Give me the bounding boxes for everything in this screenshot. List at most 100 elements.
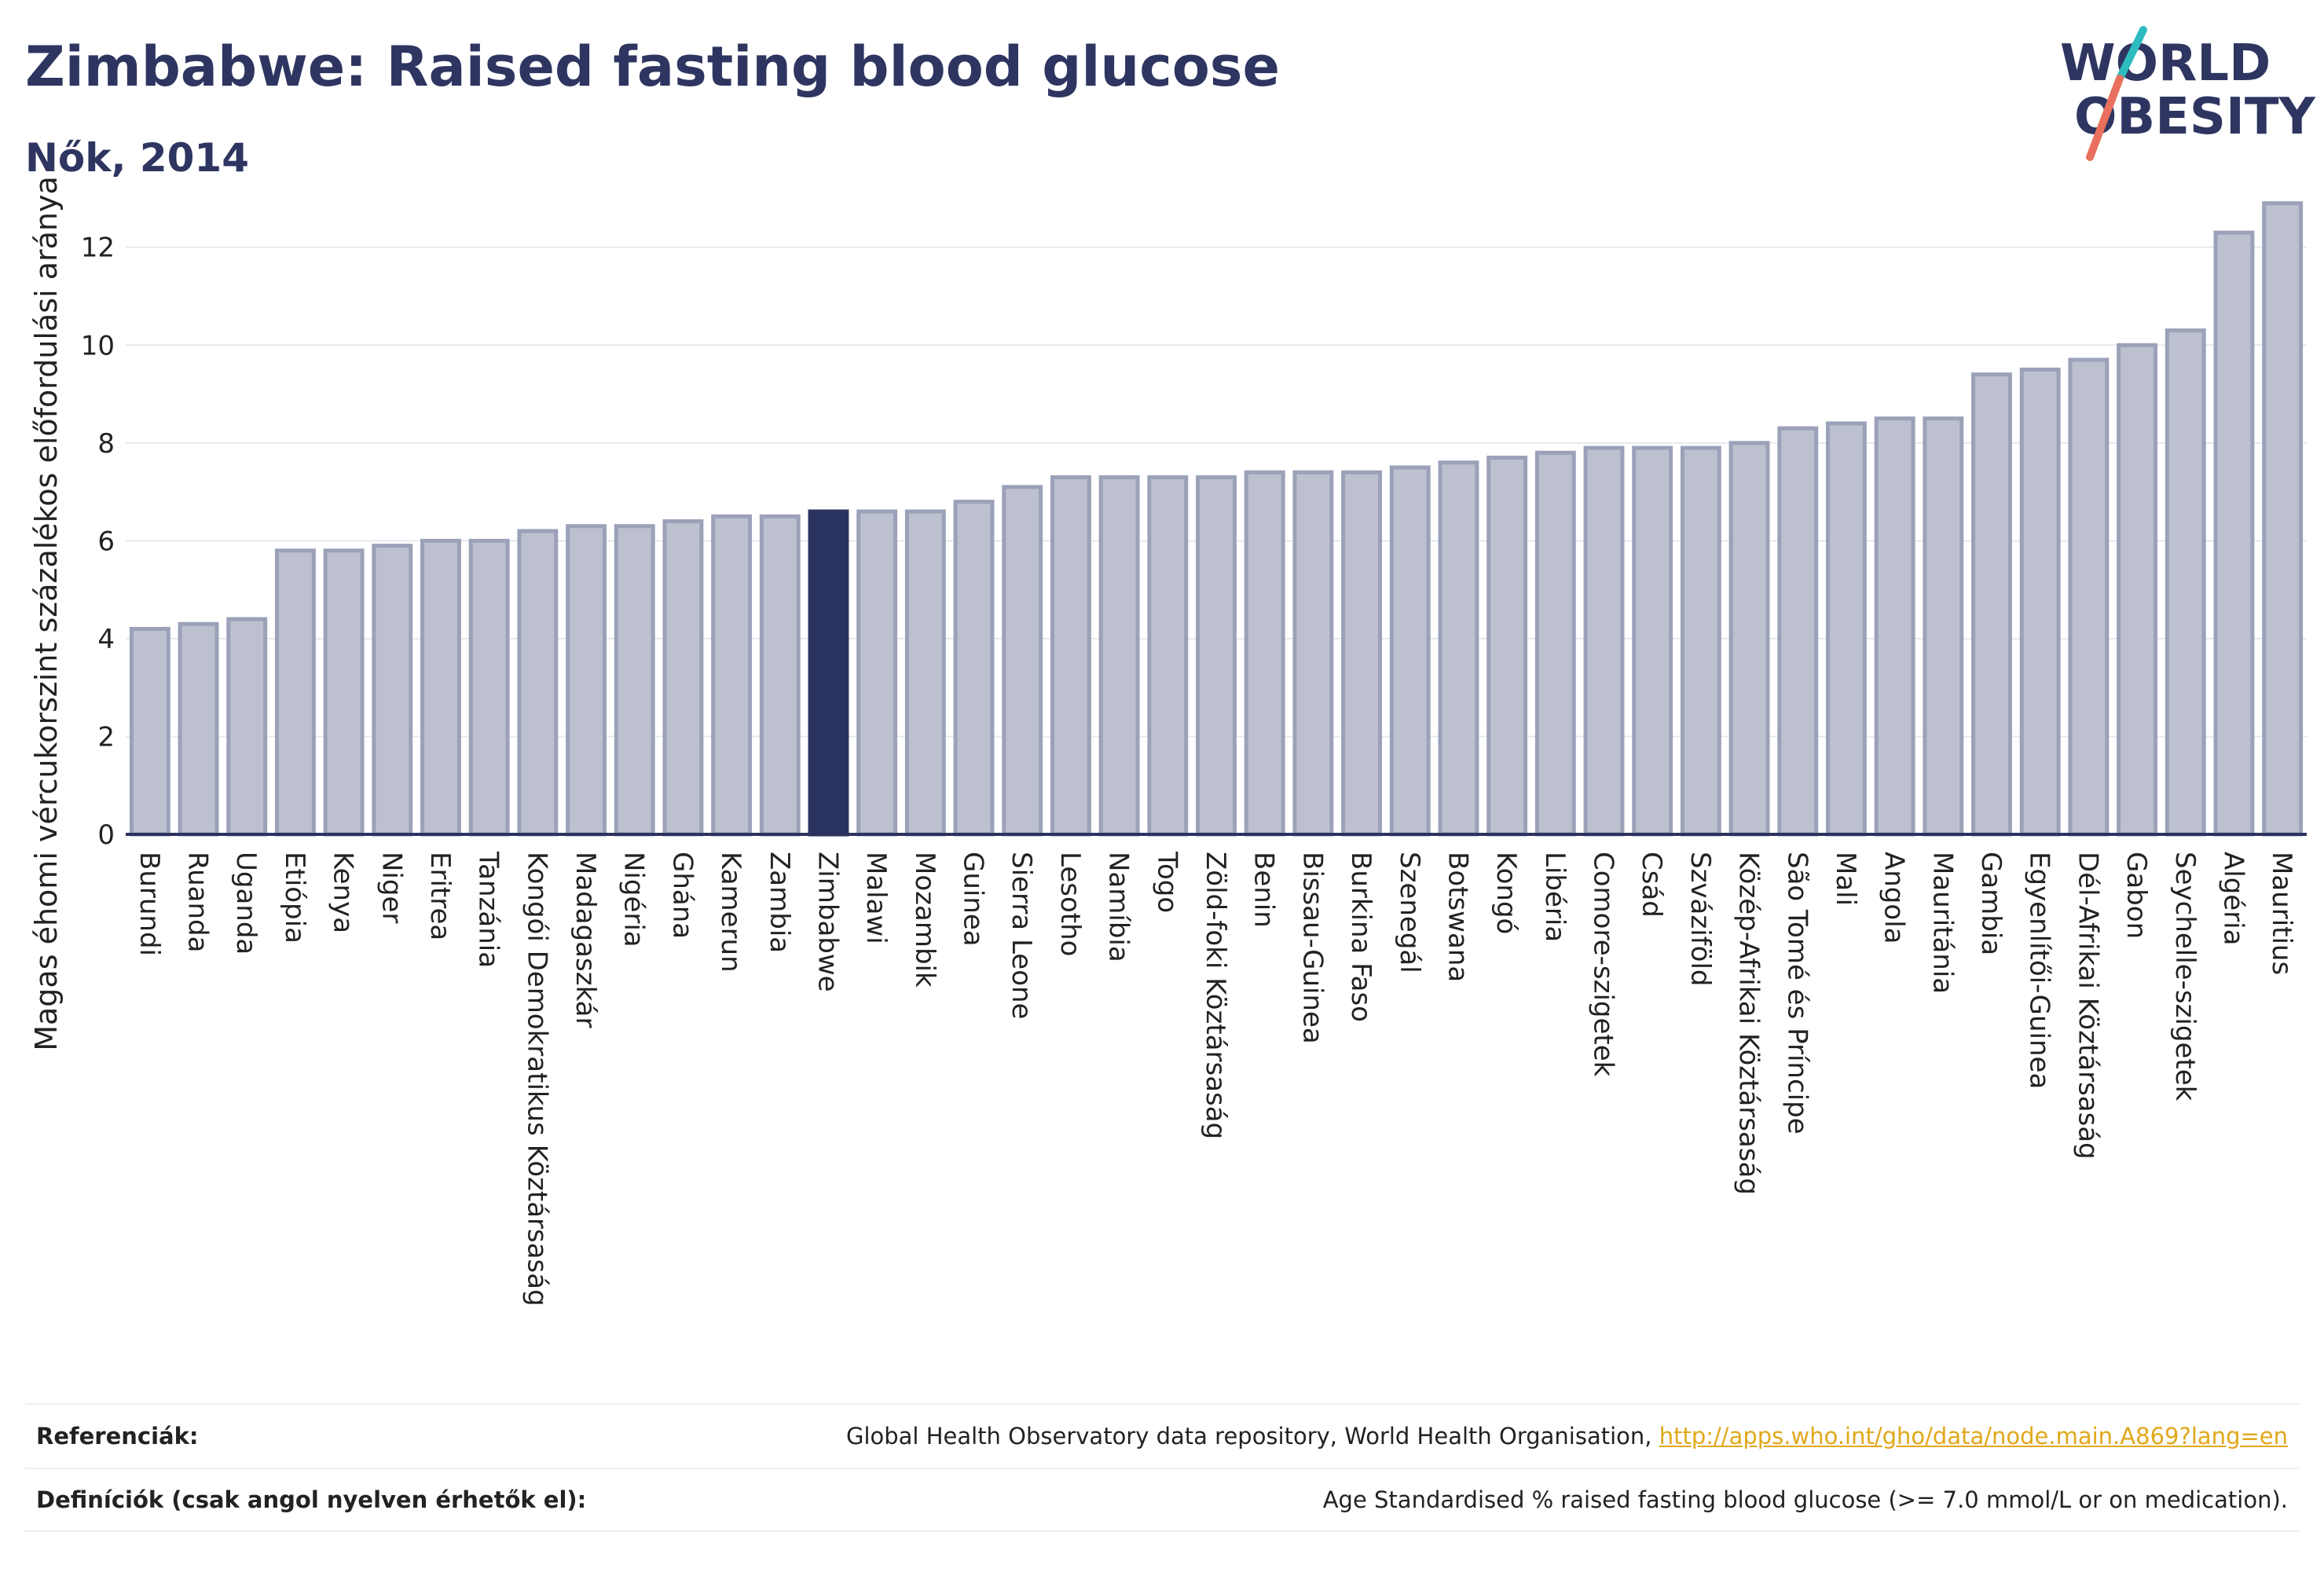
bar — [1244, 470, 1285, 837]
references-row: Referenciák: Global Health Observatory d… — [25, 1403, 2299, 1468]
x-category-label: Etiópia — [279, 852, 310, 944]
x-category-label: Uganda — [230, 852, 262, 955]
x-category-label: Comore-szigetek — [1588, 852, 1619, 1077]
bar — [2117, 343, 2158, 837]
x-category-label: Mali — [1830, 852, 1861, 906]
bar — [323, 548, 365, 837]
x-category-label: Gabon — [2121, 852, 2152, 939]
bar — [1341, 470, 1383, 837]
x-category-label: Libéria — [1539, 852, 1571, 942]
x-category-label: Csád — [1636, 852, 1667, 918]
bar — [904, 509, 946, 837]
x-category-label: Egyenlítői-Guinea — [2024, 852, 2055, 1089]
bar — [662, 519, 704, 837]
references-text: Global Health Observatory data repositor… — [845, 1423, 1652, 1450]
bar — [1874, 416, 1915, 837]
x-category-label: Eritrea — [424, 852, 456, 940]
bar — [178, 621, 219, 837]
x-category-label: Ruanda — [182, 852, 214, 952]
bar — [856, 509, 898, 837]
x-axis-categories: Burundi Ruanda Uganda Etiópia Kenya Niger Erit… — [134, 851, 2297, 1307]
x-category-label: Ghána — [666, 852, 698, 939]
chart-title: Zimbabwe: Raised fasting blood glucose — [25, 35, 1280, 99]
x-category-label: Botswana — [1442, 852, 1473, 982]
x-category-label: Kongói Demokratikus Köztársaság — [521, 852, 552, 1307]
x-category-label: Kenya — [328, 852, 359, 933]
x-category-label: Mauritánia — [1926, 852, 1958, 994]
y-tick-label: 10 — [81, 330, 115, 361]
x-category-label: Szenegál — [1394, 852, 1425, 973]
logo-slash-coral — [2086, 75, 2124, 161]
bar — [517, 529, 559, 837]
logo-line1: WORLD — [2060, 35, 2271, 93]
x-category-label: Burkina Faso — [1345, 852, 1376, 1022]
x-category-label: Mozambik — [909, 852, 940, 988]
bar-chart: 0 2 4 6 8 10 12 Burundi Ruanda Uganda Etiópia Keny… — [29, 176, 2307, 1307]
bar — [2019, 367, 2061, 837]
x-category-label: Zöld-foki Köztársaság — [1200, 852, 1231, 1139]
chart-subtitle: Nők, 2014 — [25, 135, 250, 181]
bar — [1050, 475, 1091, 837]
bar — [1438, 460, 1479, 837]
bar — [1486, 456, 1528, 837]
bar — [953, 500, 995, 837]
x-category-label: Lesotho — [1054, 852, 1086, 956]
x-category-label: Burundi — [134, 852, 165, 956]
x-category-label: Szváziföld — [1684, 852, 1716, 986]
x-category-label: Gambia — [1975, 852, 2007, 955]
x-category-label: Kamerun — [715, 852, 746, 973]
world-obesity-logo: WORLD OBESITY — [2060, 26, 2315, 161]
references-link[interactable]: http://apps.who.int/gho/data/node.main.A… — [1659, 1423, 2288, 1450]
bar — [1826, 421, 1867, 837]
bar — [1632, 445, 1673, 837]
bar — [1389, 465, 1431, 837]
y-tick-label: 0 — [97, 819, 115, 851]
bar — [226, 617, 268, 837]
logo-slash-teal — [2116, 26, 2147, 82]
bar — [1292, 470, 1334, 837]
bar — [711, 514, 753, 837]
bar — [1728, 441, 1770, 837]
definitions-text: Age Standardised % raised fasting blood … — [1322, 1486, 2288, 1513]
x-category-label: Guinea — [958, 852, 989, 947]
bar-highlighted — [808, 509, 849, 837]
bar — [1002, 485, 1043, 837]
definitions-row: Definíciók (csak angol nyelven érhetők e… — [25, 1468, 2299, 1532]
bar — [1534, 450, 1576, 837]
x-category-label: São Tomé és Príncipe — [1781, 852, 1813, 1134]
bar — [2068, 357, 2110, 837]
x-category-label: Madagaszkár — [570, 852, 601, 1028]
references-label: Referenciák: — [36, 1423, 199, 1450]
bar — [2262, 201, 2304, 837]
x-category-label: Kongó — [1490, 852, 1522, 934]
x-category-label: Seychelle-szigetek — [2169, 852, 2201, 1101]
y-tick-label: 4 — [97, 624, 115, 655]
bar — [1777, 426, 1819, 837]
bar — [1196, 475, 1237, 837]
x-category-label: Közép-Afrikai Köztársaság — [1733, 852, 1765, 1195]
bar — [129, 626, 170, 837]
x-category-label: Tanzánia — [473, 851, 504, 968]
y-axis-ticks: 0 2 4 6 8 10 12 — [81, 233, 115, 851]
y-tick-label: 8 — [97, 428, 115, 460]
x-category-label: Algéria — [2217, 852, 2249, 945]
x-category-label: Togo — [1151, 851, 1182, 913]
x-category-label: Benin — [1248, 852, 1280, 928]
x-category-label: Mauritius — [2266, 852, 2297, 975]
bar — [1583, 445, 1625, 837]
x-category-label: Dél-Afrikai Köztársaság — [2072, 852, 2103, 1160]
bar — [614, 524, 655, 837]
bar — [1680, 445, 1721, 837]
bar — [2213, 230, 2255, 837]
x-category-label: Sierra Leone — [1006, 852, 1037, 1019]
bar — [2165, 328, 2206, 837]
references-value: Global Health Observatory data repositor… — [846, 1423, 2288, 1450]
bar — [468, 538, 510, 837]
bar — [420, 538, 461, 837]
x-category-label: Namíbia — [1103, 852, 1135, 962]
x-category-label: Zimbabwe — [812, 852, 843, 992]
x-category-label: Zambia — [764, 852, 795, 953]
bar — [566, 524, 607, 837]
bar — [1971, 372, 2012, 837]
x-category-label: Malawi — [860, 852, 892, 944]
